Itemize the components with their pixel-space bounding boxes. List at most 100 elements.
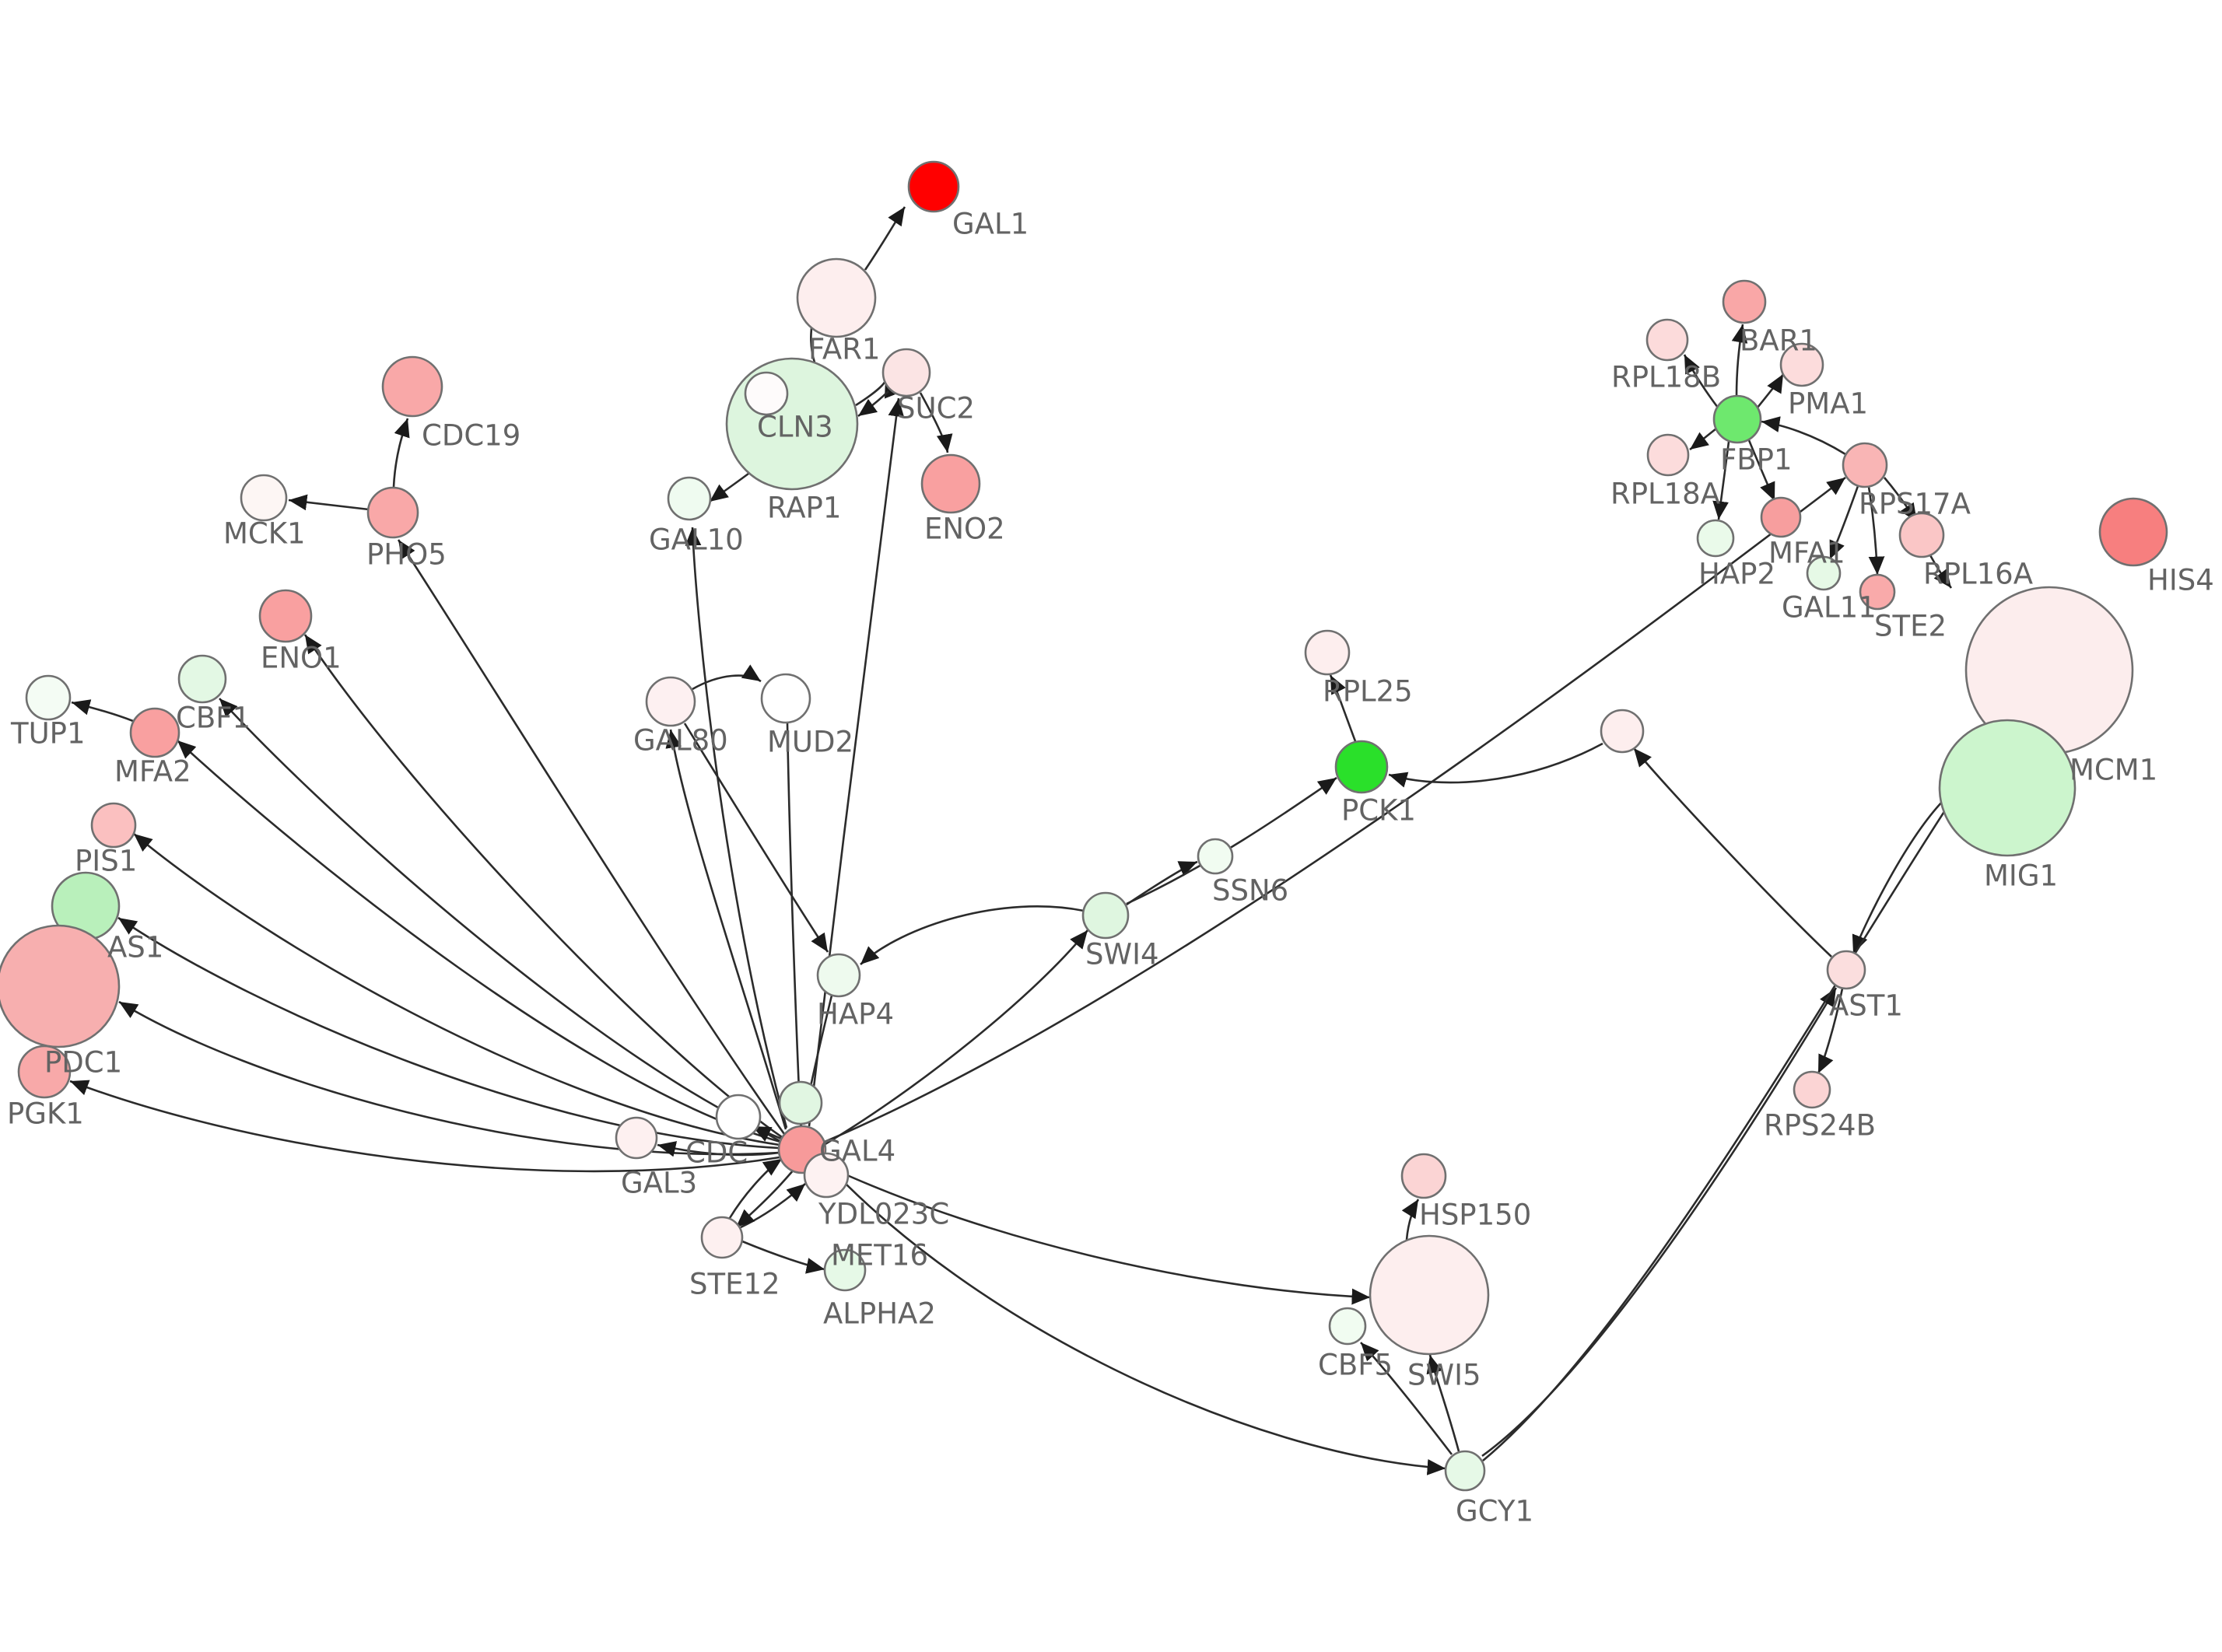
node-label-hap2: HAP2	[1698, 558, 1775, 591]
node-label-rps17a: RPS17A	[1859, 488, 1971, 521]
node-gal11[interactable]	[1806, 555, 1842, 591]
node-label-cln3: CLN3	[757, 411, 833, 444]
edge-gal4-to-as1	[117, 916, 780, 1150]
edge-fbp1-to-rpl18a	[1689, 427, 1717, 451]
edge-gal4-to-mfa2	[177, 740, 781, 1143]
edge-ste12-to-alpha2	[741, 1240, 825, 1274]
edge-gal4-to-cbf1	[219, 698, 782, 1140]
node-his4[interactable]	[2098, 497, 2168, 567]
edge-gal4-to-pdc1	[118, 1000, 780, 1156]
node-label-gcy1: GCY1	[1456, 1495, 1533, 1528]
node-cbf1[interactable]	[177, 654, 227, 704]
node-pdc1[interactable]	[0, 924, 121, 1048]
node-cln3[interactable]	[744, 371, 789, 416]
node-label-hap4: HAP4	[817, 998, 894, 1031]
node-bar1[interactable]	[1722, 279, 1767, 324]
node-cdc[interactable]	[715, 1094, 762, 1140]
edge-far1-to-gal1	[864, 206, 906, 271]
node-rpl16a[interactable]	[1898, 512, 1945, 558]
edge-fbp1-to-bar1	[1731, 324, 1748, 397]
node-label-rpl25: RPL25	[1323, 675, 1413, 709]
node-pma1[interactable]	[1779, 342, 1824, 387]
edge-swi4-to-ssn6	[1126, 860, 1198, 906]
node-gcy1[interactable]	[1444, 1450, 1486, 1492]
node-swi4[interactable]	[1081, 891, 1130, 940]
node-ste2[interactable]	[1859, 573, 1896, 611]
node-ydl023c[interactable]	[803, 1152, 850, 1199]
node-cdc19[interactable]	[381, 355, 443, 418]
node-label-bar1: BAR1	[1740, 324, 1817, 358]
node-label-gal10: GAL10	[649, 523, 744, 557]
node-label-tup1: TUP1	[10, 717, 86, 751]
node-mfa2[interactable]	[129, 707, 180, 758]
node-label-gal1: GAL1	[952, 208, 1029, 241]
node-pgk1[interactable]	[17, 1045, 72, 1099]
edge-gcy1-to-mcm1	[1482, 746, 1989, 1461]
node-hsp150[interactable]	[1400, 1153, 1447, 1199]
edge-gcy1-to-swi5	[1426, 1354, 1460, 1452]
node-gal1[interactable]	[907, 160, 960, 213]
edge-gal4-to-gal80	[665, 729, 787, 1130]
edge-ste12-to-gal4	[728, 1157, 783, 1219]
edge-rpl16a-to-mcm1	[1929, 555, 1953, 589]
node-label-pho5: PHO5	[366, 538, 447, 572]
node-pis1[interactable]	[90, 802, 137, 849]
edge-rps17a-to-fbp1	[1761, 416, 1846, 456]
node-rpl18b[interactable]	[1645, 318, 1689, 362]
node-met16_node[interactable]	[778, 1080, 823, 1125]
edge-gal4-to-suc2	[808, 397, 905, 1127]
edge-gal4-to-eno1	[303, 634, 783, 1139]
node-node_u1[interactable]	[1600, 709, 1645, 754]
node-fbp1[interactable]	[1712, 394, 1762, 444]
node-mck1[interactable]	[240, 474, 288, 522]
node-hap4[interactable]	[816, 953, 861, 998]
node-hap2[interactable]	[1696, 519, 1735, 558]
node-label-gal80: GAL80	[633, 724, 728, 758]
node-ste12[interactable]	[700, 1216, 744, 1259]
node-label-gal11: GAL11	[1782, 591, 1877, 625]
node-ssn6[interactable]	[1197, 838, 1234, 875]
node-eno1[interactable]	[258, 589, 313, 643]
node-label-alpha2: ALPHA2	[823, 1297, 936, 1331]
node-pho5[interactable]	[366, 486, 419, 539]
edge-rap1-to-suc2	[855, 378, 900, 407]
edge-mfa2-to-tup1	[71, 699, 134, 723]
node-eno2[interactable]	[920, 453, 981, 514]
node-label-mcm1: MCM1	[2070, 754, 2157, 787]
node-ast1[interactable]	[1826, 950, 1866, 990]
node-label-rpl18a: RPL18A	[1610, 478, 1720, 511]
node-pck1[interactable]	[1334, 740, 1389, 794]
node-rpl25[interactable]	[1304, 629, 1351, 676]
edge-fbp1-to-hap2	[1712, 441, 1730, 520]
node-rpl18a[interactable]	[1646, 433, 1690, 477]
edge-swi4-to-hap4	[860, 905, 1085, 965]
node-gal80[interactable]	[645, 676, 696, 727]
node-label-swi5: SWI5	[1407, 1359, 1481, 1392]
node-mfa1[interactable]	[1760, 496, 1802, 538]
node-rps24b[interactable]	[1793, 1070, 1831, 1109]
node-cbf5[interactable]	[1328, 1307, 1367, 1346]
node-rps17a[interactable]	[1842, 442, 1888, 488]
node-gal10[interactable]	[667, 476, 712, 521]
node-mig1[interactable]	[1938, 719, 2077, 857]
edge-gal4-to-pho5	[397, 539, 786, 1135]
edge-node_u1-to-pck1	[1388, 742, 1603, 788]
node-far1[interactable]	[796, 257, 877, 338]
node-label-cbf1: CBF1	[176, 702, 251, 735]
node-label-met16: MET16	[831, 1239, 928, 1272]
node-alpha2[interactable]	[823, 1248, 867, 1292]
node-gal3[interactable]	[615, 1116, 658, 1160]
node-suc2[interactable]	[881, 348, 931, 397]
node-tup1[interactable]	[25, 674, 72, 721]
edge-mig1-to-ast1	[1852, 800, 1943, 954]
edge-suc2-to-eno2	[919, 392, 953, 453]
node-label-ste2: STE2	[1874, 610, 1947, 643]
node-swi5[interactable]	[1369, 1234, 1490, 1356]
edge-fbp1-to-rpl18b	[1683, 354, 1719, 408]
node-mud2[interactable]	[760, 673, 811, 724]
node-label-mfa2: MFA2	[114, 755, 191, 789]
edge-ast1-to-rps24b	[1817, 988, 1844, 1074]
node-label-rpl18b: RPL18B	[1611, 361, 1721, 394]
node-label-pma1: PMA1	[1788, 387, 1868, 421]
node-label-eno2: ENO2	[924, 513, 1005, 546]
